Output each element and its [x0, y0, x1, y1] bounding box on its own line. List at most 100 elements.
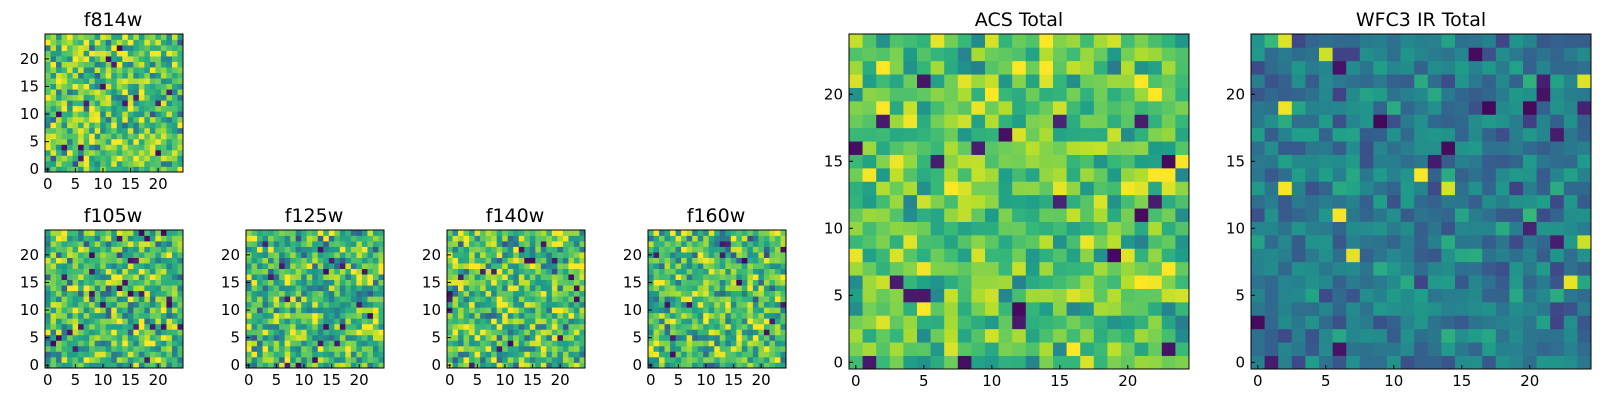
heatmap-cell: [648, 318, 654, 325]
heatmap-cell: [138, 138, 145, 145]
heatmap-cell: [306, 285, 313, 292]
heatmap-cell: [469, 257, 475, 264]
heatmap-cell: [697, 279, 704, 286]
heatmap-cell: [1039, 141, 1054, 155]
heatmap-cell: [100, 89, 107, 96]
heatmap-cell: [1066, 141, 1081, 155]
heatmap-cell: [127, 351, 134, 358]
heatmap-cell: [1039, 221, 1054, 236]
heatmap-cell: [350, 241, 357, 247]
heatmap-cell: [524, 334, 531, 341]
heatmap-cell: [284, 345, 291, 352]
heatmap-cell: [345, 362, 352, 369]
heatmap-cell: [262, 323, 269, 330]
heatmap-cell: [452, 362, 459, 369]
heatmap-cell: [1012, 302, 1027, 316]
heatmap-cell: [111, 252, 118, 258]
heatmap-cell: [708, 356, 715, 363]
heatmap-cell: [463, 340, 470, 347]
heatmap-cell: [491, 274, 498, 281]
heatmap-cell: [491, 290, 498, 297]
heatmap-cell: [1536, 315, 1551, 330]
heatmap-cell: [985, 181, 999, 196]
y-tick-label: 5: [29, 329, 39, 347]
heatmap-cell: [133, 122, 140, 129]
heatmap-cell: [1550, 101, 1565, 115]
heatmap-cell: [268, 241, 274, 247]
heatmap-cell: [1107, 141, 1122, 155]
heatmap-cell: [1523, 275, 1537, 289]
heatmap-cell: [111, 133, 118, 140]
heatmap-cell: [985, 127, 999, 142]
heatmap-cell: [944, 355, 959, 370]
heatmap-cell: [557, 257, 564, 264]
heatmap-cell: [83, 329, 90, 336]
heatmap-cell: [1134, 127, 1149, 142]
heatmap-cell: [1251, 127, 1265, 142]
heatmap-cell: [1291, 181, 1306, 196]
heatmap-cell: [116, 241, 123, 247]
heatmap-cell: [334, 252, 341, 258]
heatmap-cell: [1291, 302, 1306, 316]
heatmap-cell: [758, 252, 765, 258]
heatmap-cell: [268, 290, 274, 297]
heatmap-cell: [367, 241, 374, 247]
heatmap-cell: [452, 307, 459, 314]
heatmap-cell: [1414, 141, 1429, 155]
heatmap-cell: [463, 268, 470, 275]
heatmap-cell: [67, 301, 73, 308]
heatmap-cell: [692, 323, 699, 330]
heatmap-cell: [664, 274, 671, 281]
heatmap-cell: [1319, 328, 1333, 343]
heatmap-cell: [752, 268, 759, 275]
heatmap-cell: [284, 235, 291, 242]
heatmap-cell: [686, 362, 693, 369]
heatmap-cell: [1332, 261, 1347, 276]
heatmap-cell: [177, 334, 184, 341]
heatmap-cell: [1278, 235, 1293, 249]
heatmap-cell: [447, 274, 453, 281]
heatmap-cell: [334, 263, 341, 269]
heatmap-cell: [171, 149, 178, 156]
heatmap-cell: [876, 114, 891, 129]
heatmap-cell: [681, 274, 687, 281]
heatmap-cell: [1373, 261, 1388, 276]
heatmap-cell: [155, 235, 162, 242]
heatmap-cell: [149, 89, 156, 96]
heatmap-cell: [149, 56, 156, 62]
heatmap-cell: [160, 111, 167, 118]
heatmap-cell: [334, 274, 341, 281]
heatmap-cell: [83, 285, 90, 292]
heatmap-cell: [89, 318, 96, 325]
heatmap-cell: [670, 351, 676, 358]
heatmap-cell: [513, 230, 520, 236]
heatmap-cell: [730, 252, 737, 258]
heatmap-cell: [127, 144, 134, 151]
heatmap-cell: [345, 274, 352, 281]
heatmap-cell: [116, 279, 123, 286]
heatmap-cell: [323, 296, 330, 303]
heatmap-cell: [122, 318, 129, 325]
heatmap-cell: [78, 301, 84, 308]
heatmap-cell: [1455, 101, 1469, 115]
heatmap-cell: [529, 307, 536, 314]
heatmap-cell: [1427, 47, 1442, 62]
heatmap-cell: [1509, 342, 1524, 356]
heatmap-cell: [1468, 181, 1483, 196]
heatmap-cell: [116, 45, 123, 51]
x-tick-label: 15: [1452, 372, 1471, 390]
heatmap-cell: [535, 230, 542, 236]
heatmap-cell: [111, 285, 118, 292]
heatmap-cell: [659, 323, 665, 330]
heatmap-cell: [339, 268, 346, 275]
heatmap-cell: [714, 296, 721, 303]
heatmap-cell: [502, 312, 509, 319]
heatmap-cell: [94, 105, 101, 112]
heatmap-cell: [849, 221, 863, 236]
heatmap-cell: [177, 105, 184, 112]
heatmap-cell: [251, 252, 258, 258]
heatmap-cell: [769, 318, 776, 325]
heatmap-cell: [290, 318, 297, 325]
heatmap-cell: [1121, 302, 1135, 316]
heatmap-cell: [480, 235, 486, 242]
